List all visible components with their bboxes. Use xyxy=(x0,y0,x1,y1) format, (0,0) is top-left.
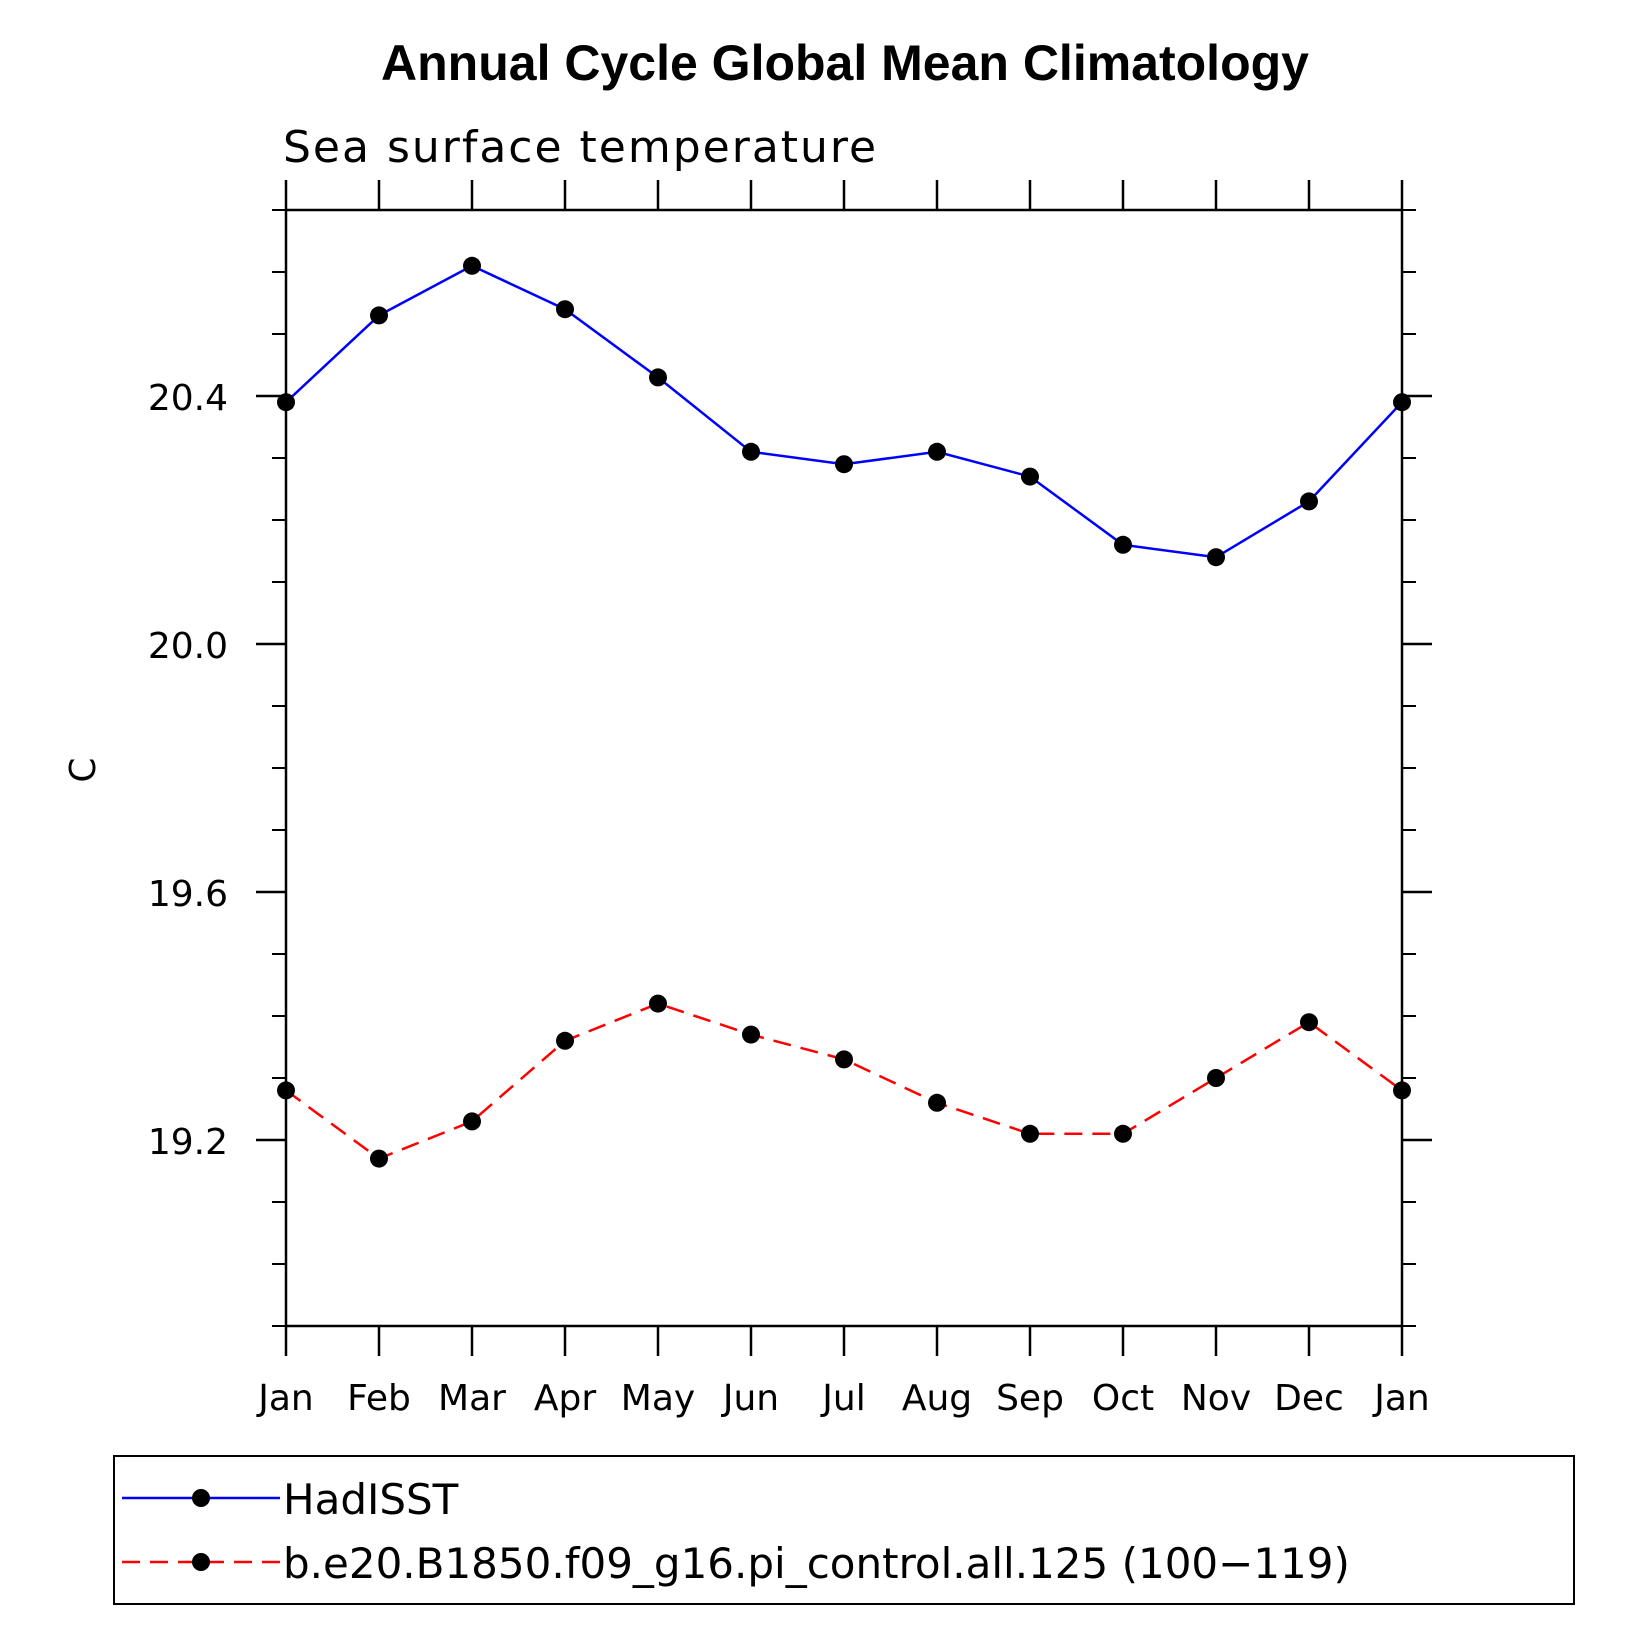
series-line-0 xyxy=(285,264,1403,559)
series-point-0 xyxy=(556,300,574,319)
legend-marker-0 xyxy=(192,1489,210,1507)
series-line-1 xyxy=(285,1002,1403,1161)
series-point-1 xyxy=(370,1149,388,1168)
series-point-1 xyxy=(1393,1081,1411,1100)
x-tick-label: Mar xyxy=(438,1378,506,1419)
series-point-0 xyxy=(1114,535,1132,554)
series-point-1 xyxy=(1300,1013,1318,1032)
series-point-1 xyxy=(1207,1069,1225,1087)
axis-ticks xyxy=(256,180,1432,1356)
legend-box xyxy=(113,1455,1575,1605)
series-point-1 xyxy=(463,1112,481,1131)
series-point-1 xyxy=(649,994,667,1013)
x-tick-label: Jul xyxy=(820,1378,865,1419)
series-point-0 xyxy=(1300,492,1318,511)
y-tick-label: 20.0 xyxy=(148,626,228,667)
x-tick-label: Feb xyxy=(347,1378,411,1419)
legend-label-1: b.e20.B1850.f09_g16.pi_control.all.125 (… xyxy=(283,1539,1350,1588)
y-tick-label: 19.2 xyxy=(148,1122,228,1163)
x-tick-label: Nov xyxy=(1181,1378,1251,1419)
x-tick-label: Jun xyxy=(721,1378,779,1419)
chart-subtitle: Sea surface temperature xyxy=(283,122,878,173)
series-point-0 xyxy=(370,306,388,325)
x-tick-label: Aug xyxy=(902,1378,972,1419)
y-tick-label: 19.6 xyxy=(148,874,228,915)
series-point-1 xyxy=(835,1050,853,1069)
y-tick-label: 20.4 xyxy=(148,378,228,419)
series-point-0 xyxy=(742,442,760,461)
series-point-0 xyxy=(928,442,946,461)
y-tick-labels: 19.2 19.6 20.0 20.4 xyxy=(148,378,228,1163)
series-point-0 xyxy=(649,368,667,387)
x-tick-label: Dec xyxy=(1274,1378,1344,1419)
x-tick-label: Oct xyxy=(1092,1378,1154,1419)
series-point-1 xyxy=(277,1081,295,1100)
x-tick-label: Jan xyxy=(1372,1378,1430,1419)
legend-marker-1 xyxy=(192,1553,210,1571)
y-axis-label: C xyxy=(63,757,104,782)
x-tick-label: Apr xyxy=(534,1378,596,1419)
series-point-0 xyxy=(277,393,295,412)
series-point-0 xyxy=(1207,548,1225,567)
legend-entries: HadISST b.e20.B1850.f09_g16.pi_control.al… xyxy=(122,1475,1350,1588)
series-point-1 xyxy=(742,1025,760,1044)
series-point-1 xyxy=(1021,1124,1039,1143)
x-tick-labels: Jan Feb Mar Apr May Jun Jul Aug Sep Oct Nov Dec Jan xyxy=(256,1378,1430,1419)
x-tick-label: Sep xyxy=(996,1378,1064,1419)
series-point-1 xyxy=(1114,1124,1132,1143)
series-layer xyxy=(277,256,1411,1168)
plot-frame xyxy=(284,208,1404,1328)
series-point-0 xyxy=(463,256,481,275)
series-point-1 xyxy=(556,1031,574,1050)
series-point-1 xyxy=(928,1093,946,1112)
legend-label-0: HadISST xyxy=(283,1475,459,1524)
x-tick-label: May xyxy=(621,1378,695,1419)
x-tick-label: Jan xyxy=(256,1378,314,1419)
series-point-0 xyxy=(1393,393,1411,412)
series-point-0 xyxy=(1021,467,1039,486)
legend: HadISST b.e20.B1850.f09_g16.pi_control.al… xyxy=(113,1455,1575,1605)
chart-title: Annual Cycle Global Mean Climatology xyxy=(381,35,1309,91)
series-point-0 xyxy=(835,455,853,474)
